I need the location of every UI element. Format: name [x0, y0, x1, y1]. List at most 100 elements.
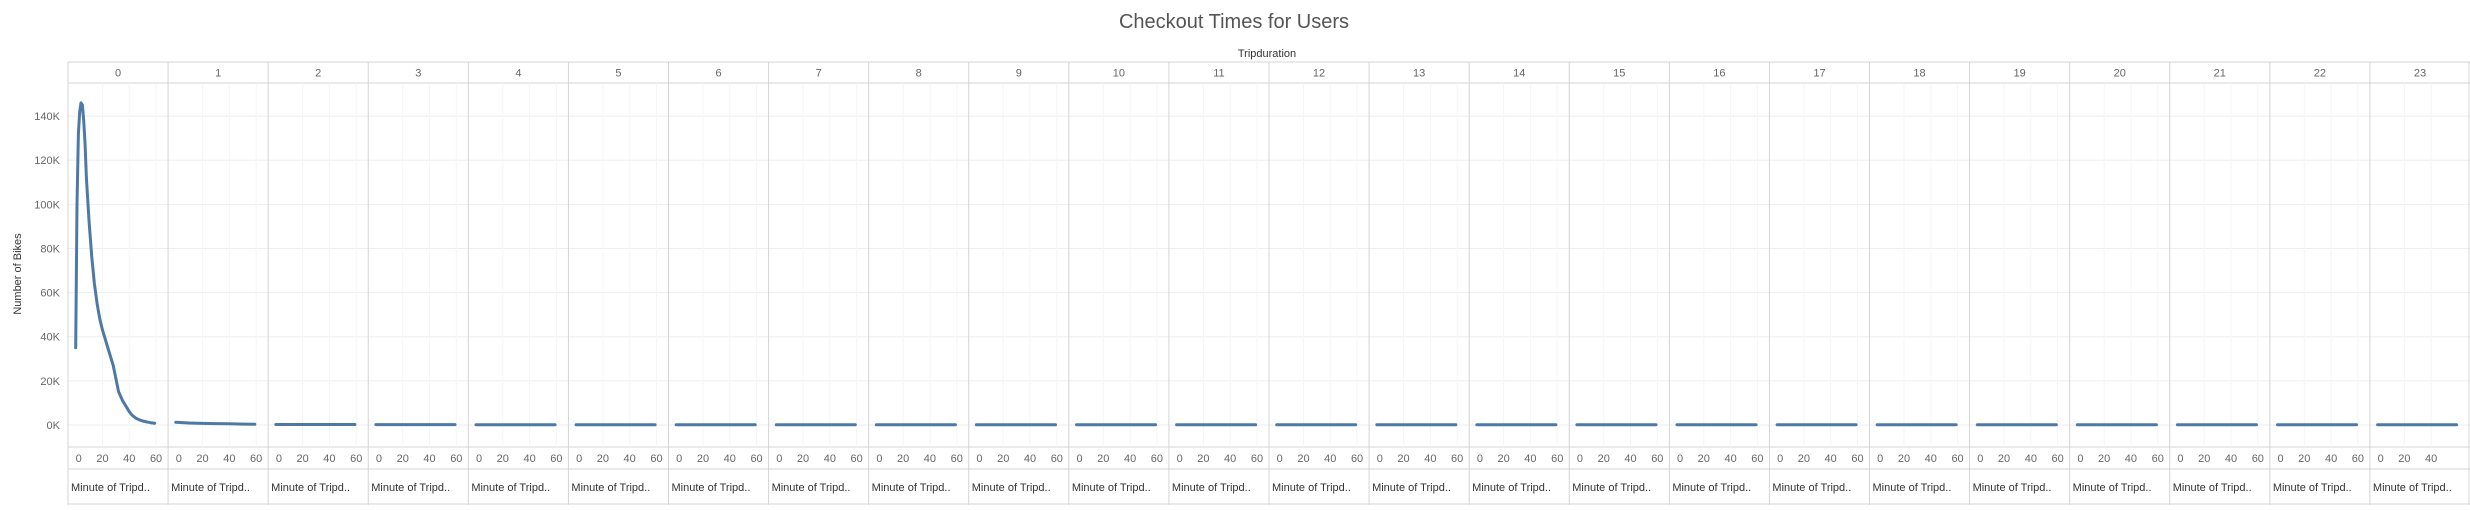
x-tick-label: 20: [1197, 453, 1209, 465]
panel-x-label: Minute of Tripd..: [1372, 482, 1451, 494]
x-tick-label: 40: [1724, 453, 1736, 465]
x-tick-label: 20: [997, 453, 1009, 465]
panel-header: 1: [215, 68, 221, 80]
x-tick-label: 40: [1024, 453, 1036, 465]
x-tick-label: 40: [2425, 453, 2437, 465]
panel-header: 22: [2314, 68, 2326, 80]
panel-header: 14: [1513, 68, 1525, 80]
x-tick-label: 0: [1877, 453, 1883, 465]
panel-header: 21: [2214, 68, 2226, 80]
panel-header: 18: [1913, 68, 1925, 80]
panel-header: 17: [1813, 68, 1825, 80]
x-tick-label: 40: [2125, 453, 2137, 465]
x-tick-label: 40: [423, 453, 435, 465]
x-tick-label: 20: [1598, 453, 1610, 465]
x-tick-label: 20: [897, 453, 909, 465]
x-tick-label: 0: [1577, 453, 1583, 465]
x-tick-label: 40: [1324, 453, 1336, 465]
x-tick-label: 60: [1851, 453, 1863, 465]
x-tick-label: 60: [1551, 453, 1563, 465]
x-tick-label: 40: [2225, 453, 2237, 465]
x-tick-label: 60: [550, 453, 562, 465]
x-tick-label: 60: [951, 453, 963, 465]
series-line-0: [74, 101, 157, 425]
x-tick-label: 40: [724, 453, 736, 465]
panel-header: 7: [816, 68, 822, 80]
panel-x-label: Minute of Tripd..: [1272, 482, 1351, 494]
panel-x-label: Minute of Tripd..: [972, 482, 1051, 494]
y-tick-label: 40K: [40, 332, 60, 344]
x-tick-label: 20: [196, 453, 208, 465]
panel-x-label: Minute of Tripd..: [672, 482, 751, 494]
panel-header: 4: [515, 68, 521, 80]
x-tick-label: 20: [2198, 453, 2210, 465]
x-tick-label: 0: [2177, 453, 2183, 465]
x-tick-label: 40: [1624, 453, 1636, 465]
panel-x-label: Minute of Tripd..: [1572, 482, 1651, 494]
x-tick-label: 0: [1777, 453, 1783, 465]
x-tick-label: 60: [2352, 453, 2364, 465]
panel-x-label: Minute of Tripd..: [1472, 482, 1551, 494]
x-tick-label: 60: [1351, 453, 1363, 465]
x-tick-label: 40: [1825, 453, 1837, 465]
y-tick-label: 80K: [40, 243, 60, 255]
x-tick-label: 20: [2398, 453, 2410, 465]
x-tick-label: 20: [96, 453, 108, 465]
x-tick-label: 0: [276, 453, 282, 465]
x-tick-label: 20: [1498, 453, 1510, 465]
x-tick-label: 40: [1424, 453, 1436, 465]
x-tick-label: 20: [497, 453, 509, 465]
panel-x-label: Minute of Tripd..: [2073, 482, 2152, 494]
panel-header: 3: [415, 68, 421, 80]
x-tick-label: 40: [824, 453, 836, 465]
x-tick-label: 40: [1524, 453, 1536, 465]
x-tick-label: 0: [376, 453, 382, 465]
x-tick-label: 20: [597, 453, 609, 465]
x-tick-label: 0: [1277, 453, 1283, 465]
panel-x-label: Minute of Tripd..: [271, 482, 350, 494]
x-tick-label: 40: [1925, 453, 1937, 465]
panel-header: 0: [115, 68, 121, 80]
panel-x-label: Minute of Tripd..: [1072, 482, 1151, 494]
x-tick-label: 60: [2052, 453, 2064, 465]
x-tick-label: 0: [1977, 453, 1983, 465]
x-tick-label: 60: [1651, 453, 1663, 465]
panel-header: 23: [2414, 68, 2426, 80]
x-tick-label: 20: [1698, 453, 1710, 465]
x-tick-label: 20: [1297, 453, 1309, 465]
panel-x-label: Minute of Tripd..: [171, 482, 250, 494]
x-tick-label: 60: [150, 453, 162, 465]
x-tick-label: 0: [476, 453, 482, 465]
x-tick-label: 60: [450, 453, 462, 465]
x-tick-label: 20: [2098, 453, 2110, 465]
x-tick-label: 60: [1951, 453, 1963, 465]
y-tick-label: 0K: [47, 420, 61, 432]
chart-title: Checkout Times for Users: [1119, 11, 1349, 33]
x-tick-label: 0: [2278, 453, 2284, 465]
x-tick-label: 60: [1751, 453, 1763, 465]
panel-header: 13: [1413, 68, 1425, 80]
panel-x-label: Minute of Tripd..: [1172, 482, 1251, 494]
x-tick-label: 60: [2252, 453, 2264, 465]
panel-x-label: Minute of Tripd..: [2273, 482, 2352, 494]
panel-x-label: Minute of Tripd..: [1772, 482, 1851, 494]
panel-x-label: Minute of Tripd..: [2373, 482, 2452, 494]
x-tick-label: 20: [1097, 453, 1109, 465]
panel-header: 12: [1313, 68, 1325, 80]
x-tick-label: 0: [776, 453, 782, 465]
panel-x-label: Minute of Tripd..: [1873, 482, 1952, 494]
panel-header: 19: [2014, 68, 2026, 80]
x-tick-label: 40: [2025, 453, 2037, 465]
y-tick-label: 140K: [34, 111, 60, 123]
x-tick-label: 40: [223, 453, 235, 465]
series-line-1: [174, 420, 257, 426]
x-tick-label: 60: [1451, 453, 1463, 465]
y-tick-label: 20K: [40, 376, 60, 388]
panel-header: 15: [1613, 68, 1625, 80]
panel-header: 11: [1213, 68, 1224, 80]
x-tick-label: 0: [1677, 453, 1683, 465]
panel-x-label: Minute of Tripd..: [1672, 482, 1751, 494]
panel-header: 16: [1713, 68, 1725, 80]
panel-x-label: Minute of Tripd..: [71, 482, 150, 494]
